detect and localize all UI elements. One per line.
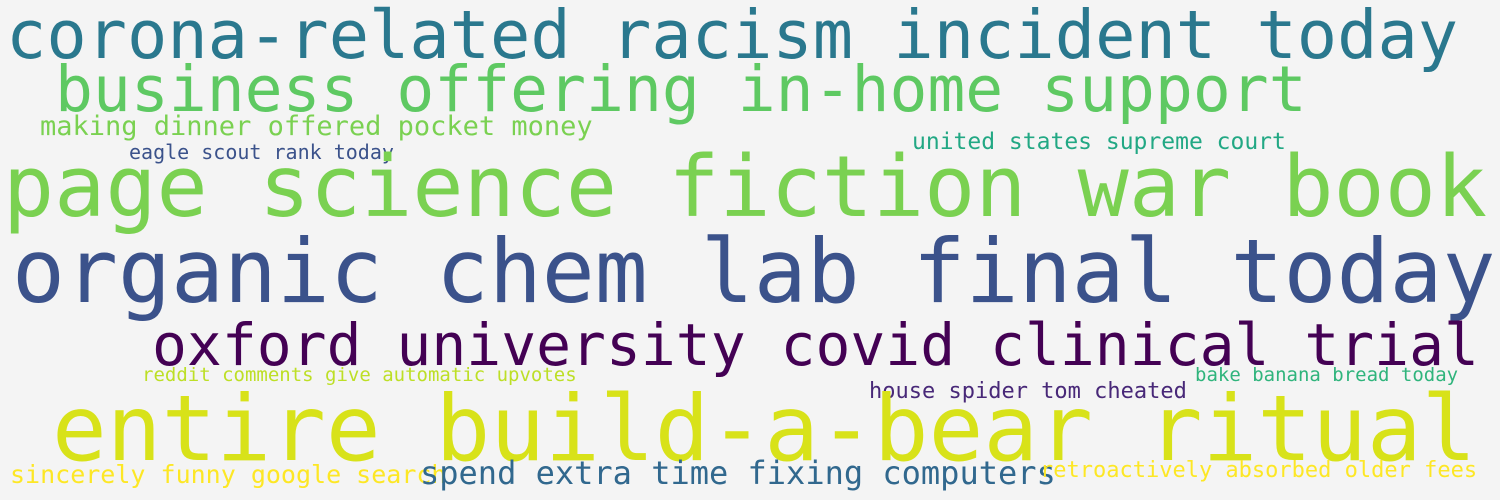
phrase-supreme-court: united states supreme court [912, 129, 1286, 155]
phrase-google-search: sincerely funny google search [10, 460, 447, 489]
phrase-page-science-fiction: page science fiction war book [3, 138, 1488, 237]
phrase-organic-chem-lab: organic chem lab final today [12, 220, 1496, 323]
phrase-oxford-covid-trial: oxford university covid clinical trial [152, 311, 1479, 379]
phrase-house-spider: house spider tom cheated [869, 379, 1187, 404]
phrase-build-a-bear: entire build-a-bear ritual [52, 377, 1477, 482]
phrase-fixing-computers: spend extra time fixing computers [420, 454, 1056, 492]
phrase-eagle-scout: eagle scout rank today [129, 140, 394, 164]
phrase-banana-bread: bake banana bread today [1195, 364, 1459, 386]
phrase-making-dinner: making dinner offered pocket money [40, 111, 593, 142]
phrase-older-fees: retroactively absorbed older fees [1040, 458, 1478, 483]
phrase-corona-related-racism: corona-related racism incident today [6, 0, 1459, 74]
phrase-reddit-comments: reddit comments give automatic upvotes [142, 364, 577, 386]
phrase-business-in-home-support: business offering in-home support [55, 53, 1307, 126]
